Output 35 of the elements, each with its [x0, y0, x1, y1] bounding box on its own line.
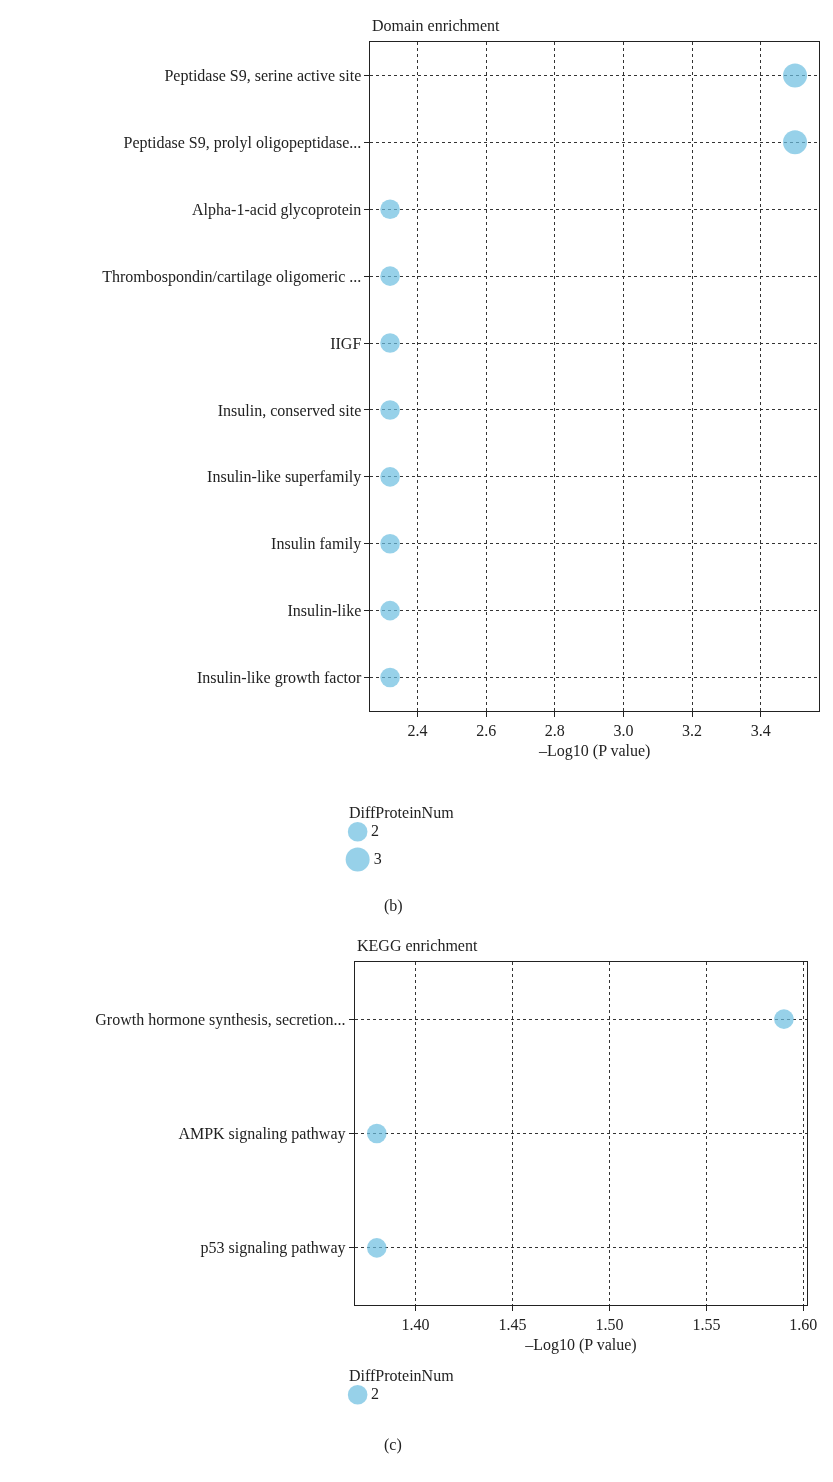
x-tick-label: 1.55 [692, 1316, 721, 1334]
text: (b) [384, 897, 403, 915]
chart-title: KEGG enrichment [357, 937, 478, 954]
legend-label: 3 [373, 849, 382, 867]
y-tick-label: Growth hormone synthesis, secretion... [95, 1010, 346, 1029]
y-tick-label: Thrombospondin/cartilage oligomeric ... [102, 267, 362, 286]
chart-title: Domain enrichment [372, 17, 501, 34]
y-tick-label: Alpha-1-acid glycoprotein [192, 200, 362, 219]
legend-title: DiffProteinNum [349, 1367, 455, 1384]
y-tick-label: IIGF [330, 334, 362, 352]
y-tick-label: AMPK signaling pathway [178, 1125, 346, 1144]
x-tick-label: 3.2 [682, 722, 703, 740]
x-tick-label: 1.40 [401, 1316, 430, 1334]
x-tick-label: 3.4 [750, 722, 771, 740]
x-axis-title: –Log10 (P value) [538, 741, 651, 760]
y-tick-label: Peptidase S9, serine active site [164, 67, 362, 86]
x-tick-label: 2.8 [544, 722, 565, 740]
legend-label: 2 [370, 821, 379, 839]
x-tick-label: 2.6 [476, 722, 497, 740]
legend-title: DiffProteinNum [349, 804, 455, 821]
y-tick-label: Insulin family [271, 535, 362, 554]
y-tick-label: Insulin, conserved site [217, 401, 362, 419]
y-tick-label: Insulin-like [287, 602, 362, 620]
y-tick-label: Insulin-like growth factor [196, 669, 362, 688]
y-tick-label: Insulin-like superfamily [207, 468, 362, 487]
y-tick-label: Peptidase S9, prolyl oligopeptidase... [123, 133, 362, 152]
x-tick-label: 1.50 [595, 1316, 624, 1334]
y-tick-label: p53 signaling pathway [200, 1239, 346, 1258]
legend-label: 2 [370, 1384, 379, 1402]
x-axis-title: –Log10 (P value) [524, 1335, 637, 1354]
x-tick-label: 2.4 [407, 722, 428, 740]
text: (c) [384, 1436, 402, 1454]
x-tick-label: 3.0 [613, 722, 634, 740]
x-tick-label: 1.45 [498, 1316, 527, 1334]
x-tick-label: 1.60 [789, 1316, 818, 1334]
